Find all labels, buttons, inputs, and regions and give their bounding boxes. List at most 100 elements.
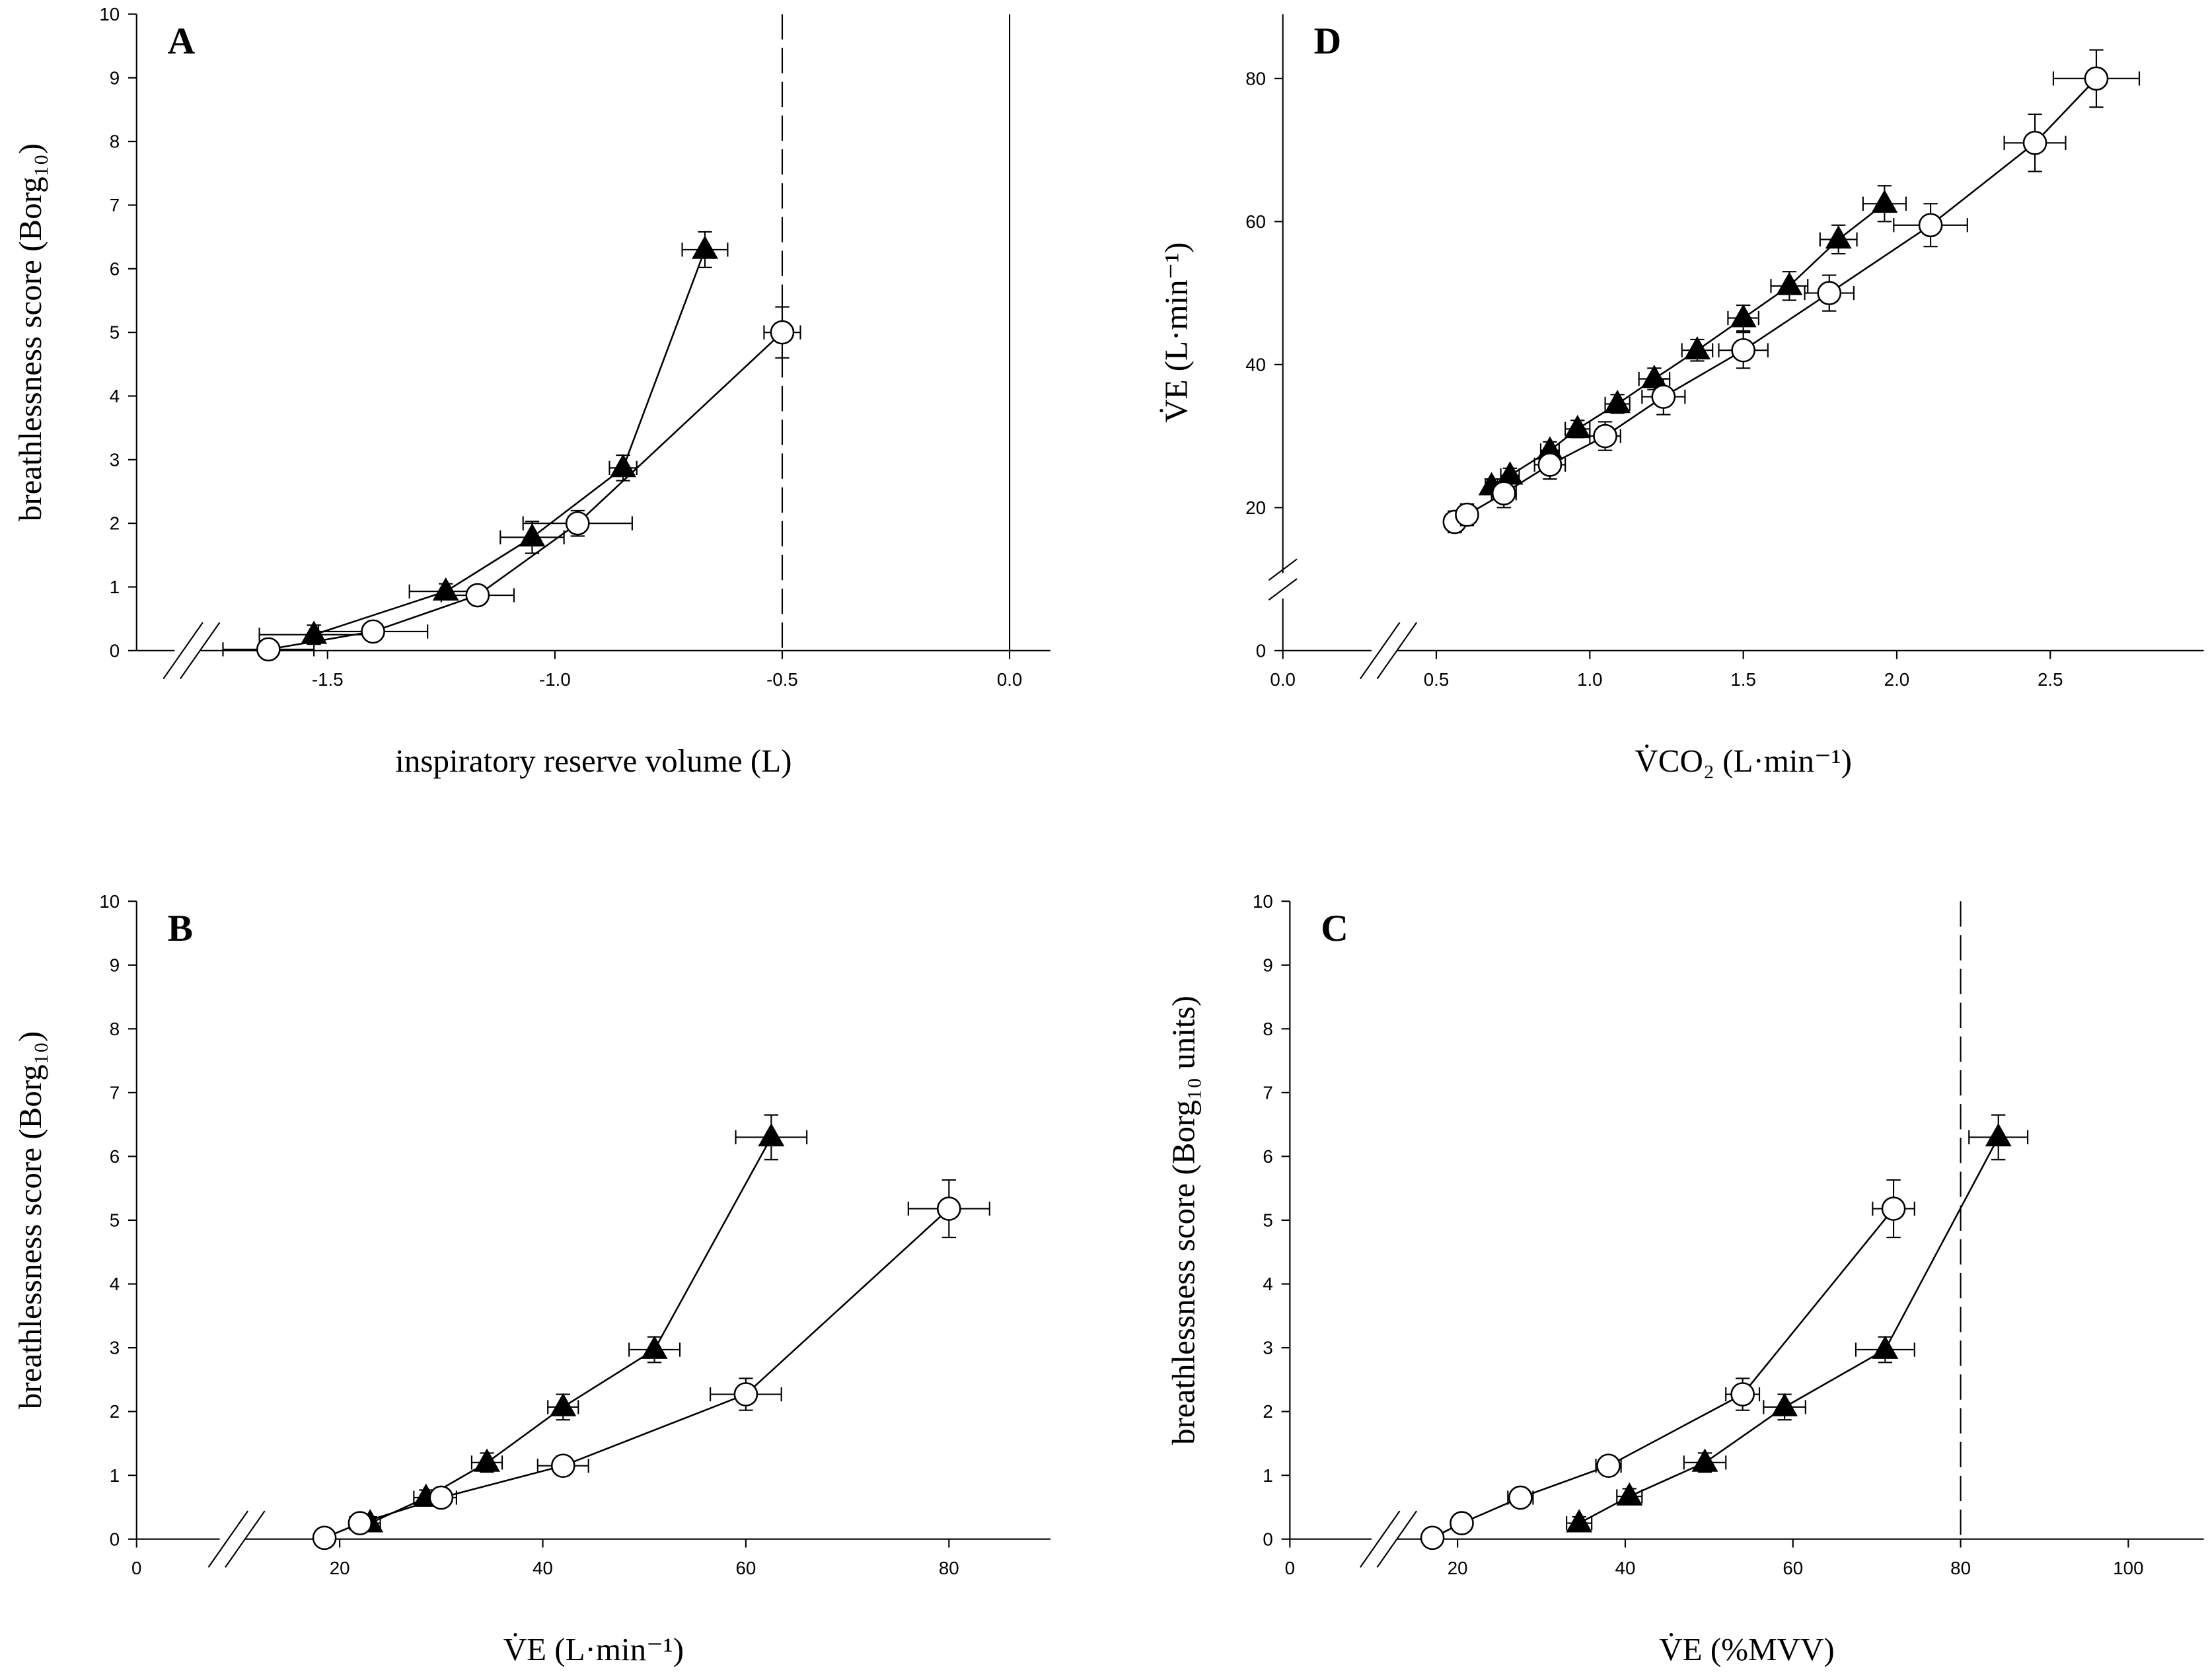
point-circle <box>733 1382 758 1406</box>
x-tick-label: -0.5 <box>766 669 798 690</box>
y-tick-label: 3 <box>1263 1338 1272 1358</box>
point-triangle <box>1985 1123 2012 1147</box>
point-triangle <box>610 453 637 478</box>
axis-break <box>1376 622 1418 680</box>
y-tick-label: 6 <box>1263 1146 1272 1167</box>
y-tick-label: 7 <box>110 195 120 215</box>
point-circle <box>1817 281 1842 305</box>
axis-break <box>179 622 221 680</box>
point-circle <box>550 1453 575 1479</box>
point-circle <box>1596 1453 1621 1479</box>
y-axis-label: V̇E (L·min⁻¹) <box>1158 242 1195 422</box>
y-tick-label: 20 <box>1245 497 1266 518</box>
point-triangle <box>1691 1448 1718 1472</box>
point-circle <box>936 1196 961 1221</box>
point-triangle <box>550 1393 577 1416</box>
x-tick-label: 2.0 <box>1884 669 1910 690</box>
y-tick-label: 80 <box>1245 68 1266 89</box>
point-circle <box>1881 1196 1906 1221</box>
x-tick-label: 40 <box>533 1558 553 1578</box>
axis-break <box>207 1510 248 1568</box>
x-axis-label: inspiratory reserve volume (L) <box>395 743 791 779</box>
y-tick-label: 9 <box>1263 955 1272 975</box>
panel: -1.5 -1.0 -0.5 0.0 0 1 2 3 4 5 6 7 8 9 10 Ainspiratory … <box>12 4 1051 779</box>
y-tick-label: 8 <box>110 1019 120 1039</box>
point-circle <box>1508 1485 1533 1510</box>
y-tick-label: 4 <box>1263 1274 1272 1294</box>
x-axis-label: V̇E (%MVV) <box>1659 1631 1834 1667</box>
point-triangle <box>1684 336 1711 360</box>
y-tick-label: 1 <box>110 577 120 597</box>
y-tick-label: 6 <box>110 1146 120 1167</box>
panel: 0 20 40 60 80 100 0 1 2 3 4 5 6 7 8 9 10 C V̇E (%MVV) breat… <box>1165 891 2204 1667</box>
point-triangle <box>1872 1335 1899 1359</box>
point-circle <box>1450 1511 1474 1535</box>
point-triangle <box>692 235 718 259</box>
point-circle <box>565 511 590 536</box>
point-triangle <box>1604 390 1631 414</box>
y-tick-label: 60 <box>1245 211 1266 232</box>
x-tick-label: 0.0 <box>1270 669 1295 690</box>
x-tick-label: 0 <box>1285 1558 1295 1578</box>
x-tick-label: 0 <box>131 1558 141 1578</box>
axis-break <box>1360 1510 1401 1568</box>
point-triangle <box>1640 365 1668 388</box>
point-circle <box>1593 423 1617 449</box>
axis-break <box>1268 578 1298 601</box>
x-tick-label: 0.5 <box>1424 669 1450 690</box>
point-circle <box>2084 66 2109 91</box>
y-tick-label: 0 <box>110 1529 120 1549</box>
y-tick-label: 1 <box>110 1465 120 1486</box>
x-tick-label: 100 <box>2113 1558 2143 1578</box>
y-tick-label: 2 <box>1263 1401 1272 1422</box>
point-triangle <box>1616 1482 1643 1506</box>
y-tick-label: 7 <box>110 1082 120 1103</box>
axis-break-gap <box>219 1535 245 1544</box>
axis-break-gap <box>174 646 200 655</box>
y-tick-label: 4 <box>110 1274 120 1294</box>
x-tick-label: -1.5 <box>312 669 344 690</box>
point-circle <box>2022 130 2047 155</box>
point-triangle <box>1871 189 1898 213</box>
y-tick-label: 40 <box>1245 354 1266 375</box>
y-tick-label: 8 <box>110 131 120 152</box>
point-circle <box>348 1511 373 1535</box>
y-tick-label: 10 <box>99 4 120 24</box>
point-circle <box>1731 338 1755 363</box>
y-tick-label: 8 <box>1263 1019 1272 1039</box>
x-tick-label: 60 <box>1783 1558 1803 1578</box>
x-axis-label: V̇CO₂ (L·min⁻¹) <box>1635 743 1852 779</box>
y-tick-label: 5 <box>110 322 120 343</box>
x-tick-label: 2.5 <box>2038 669 2063 690</box>
x-tick-label: 1.0 <box>1577 669 1603 690</box>
y-axis-label: breathlessness score (Borg₁₀ units) <box>1165 996 1201 1445</box>
y-tick-label: 3 <box>110 1338 120 1358</box>
y-tick-label: 9 <box>110 955 120 975</box>
point-circle <box>1491 481 1516 506</box>
point-circle <box>1730 1382 1755 1406</box>
point-triangle <box>758 1123 785 1147</box>
axis-break <box>1360 622 1401 680</box>
x-tick-label: 1.5 <box>1730 669 1756 690</box>
panel-letter: B <box>168 908 193 949</box>
point-triangle <box>641 1335 668 1359</box>
panel-letter: A <box>168 20 196 62</box>
y-tick-label: 2 <box>110 513 120 534</box>
x-tick-label: -1.0 <box>539 669 571 690</box>
point-triangle <box>519 523 546 547</box>
y-tick-label: 5 <box>110 1210 120 1231</box>
x-axis-label: V̇E (L·min⁻¹) <box>503 1631 684 1667</box>
y-tick-label: 5 <box>1263 1210 1272 1231</box>
axis-break <box>1268 558 1298 581</box>
point-triangle <box>1825 225 1852 249</box>
x-tick-label: 0.0 <box>997 669 1023 690</box>
y-tick-label: 9 <box>110 67 120 88</box>
axis-break-gap <box>1371 646 1397 655</box>
point-triangle <box>1771 1393 1798 1416</box>
axis-break <box>163 622 203 680</box>
point-circle <box>1918 213 1943 238</box>
x-tick-label: 20 <box>1448 1558 1468 1578</box>
y-tick-label: 0 <box>110 640 120 661</box>
y-tick-label: 6 <box>110 258 120 279</box>
